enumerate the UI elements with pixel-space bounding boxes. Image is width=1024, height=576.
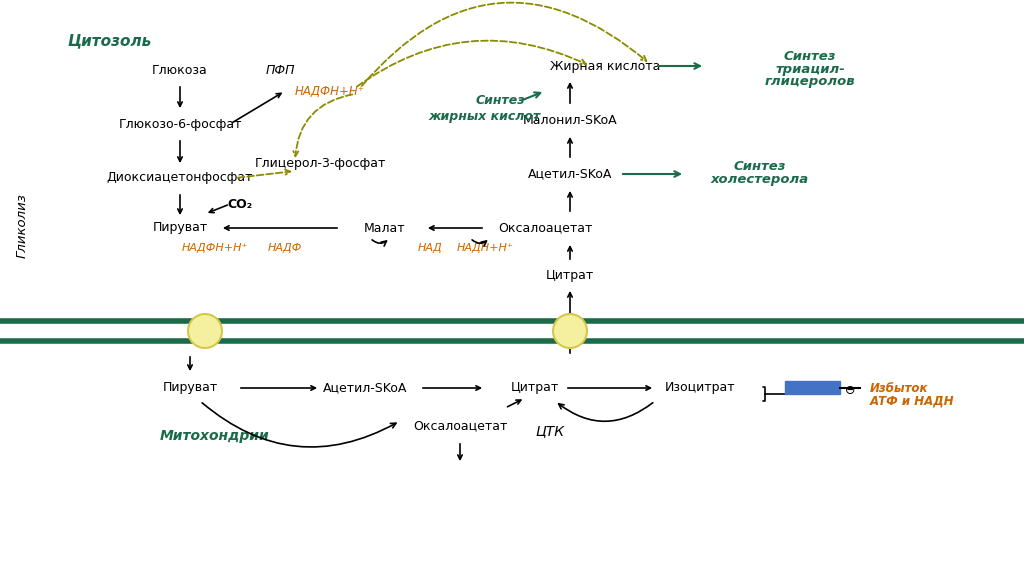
Text: Глюкозо-6-фосфат: Глюкозо-6-фосфат <box>118 118 242 131</box>
Text: НАДФН+Н⁺: НАДФН+Н⁺ <box>182 243 248 253</box>
Text: триацил-: триацил- <box>775 63 845 75</box>
Text: Синтез: Синтез <box>475 94 524 108</box>
Text: Изоцитрат: Изоцитрат <box>665 381 735 395</box>
Text: Цитрат: Цитрат <box>546 270 594 282</box>
Text: АТФ и НАДН: АТФ и НАДН <box>870 395 954 407</box>
Text: глицеролов: глицеролов <box>765 75 855 89</box>
Text: Глицерол-3-фосфат: Глицерол-3-фосфат <box>254 157 386 170</box>
Text: Избыток: Избыток <box>870 381 929 395</box>
Text: Пируват: Пируват <box>153 222 208 234</box>
Text: CO₂: CO₂ <box>227 198 253 210</box>
Text: Жирная кислота: Жирная кислота <box>550 59 660 73</box>
Text: Цитозоль: Цитозоль <box>68 33 153 48</box>
Text: Цитрат: Цитрат <box>511 381 559 395</box>
Text: Митохондрии: Митохондрии <box>160 429 269 443</box>
Text: Оксалоацетат: Оксалоацетат <box>498 222 592 234</box>
Text: Глюкоза: Глюкоза <box>153 65 208 78</box>
Text: Малонил-SKoA: Малонил-SKoA <box>522 113 617 127</box>
Text: ⊖: ⊖ <box>845 384 855 396</box>
Circle shape <box>553 314 587 348</box>
Text: жирных кислот: жирных кислот <box>429 109 541 123</box>
Text: ЦТК: ЦТК <box>536 424 564 438</box>
Text: НАДФ: НАДФ <box>268 243 302 253</box>
Text: холестерола: холестерола <box>711 172 809 185</box>
FancyBboxPatch shape <box>785 381 840 394</box>
Text: Оксалоацетат: Оксалоацетат <box>413 419 507 433</box>
Text: Диоксиацетонфосфат: Диоксиацетонфосфат <box>106 172 253 184</box>
Circle shape <box>188 314 222 348</box>
Text: Пируват: Пируват <box>163 381 218 395</box>
Text: Синтез: Синтез <box>734 160 786 172</box>
Text: ПФП: ПФП <box>265 65 295 78</box>
Text: Гликолиз: Гликолиз <box>15 194 29 259</box>
Text: Ацетил-SKoA: Ацетил-SKoA <box>527 168 612 180</box>
Text: НАДН+Н⁺: НАДН+Н⁺ <box>457 243 513 253</box>
Text: Ацетил-SKoA: Ацетил-SKoA <box>323 381 408 395</box>
Text: НАД: НАД <box>418 243 442 253</box>
Text: НАДФН+Н⁺: НАДФН+Н⁺ <box>295 85 365 97</box>
Text: Малат: Малат <box>365 222 406 234</box>
Text: Синтез: Синтез <box>783 50 837 63</box>
